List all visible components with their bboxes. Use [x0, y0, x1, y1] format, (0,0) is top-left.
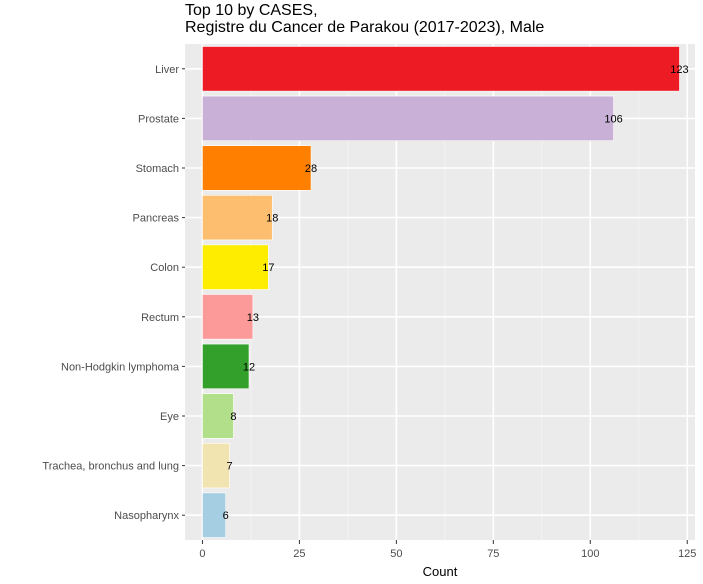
value-labels: 123 106 28 18 17 13 12 8 7 6: [223, 64, 689, 522]
value-label: 123: [670, 64, 688, 76]
x-tick-label: 125: [678, 548, 696, 560]
category-label: Stomach: [136, 163, 179, 175]
bars: [202, 46, 680, 538]
bar: [202, 442, 230, 489]
category-label: Nasopharynx: [114, 510, 179, 522]
category-label: Prostate: [138, 113, 179, 125]
value-label: 13: [247, 312, 259, 324]
x-tick-label: 0: [199, 548, 205, 560]
value-label: 18: [266, 213, 278, 225]
x-tick-label: 75: [487, 548, 499, 560]
chart-title-line2: Registre du Cancer de Parakou (2017-2023…: [185, 19, 545, 36]
x-tick-label: 50: [390, 548, 402, 560]
bar: [202, 244, 269, 290]
value-label: 6: [223, 510, 229, 522]
x-axis-ticks: 0 25 50 75 100 125: [199, 540, 696, 560]
value-label: 7: [227, 461, 233, 473]
x-tick-label: 100: [581, 548, 599, 560]
value-label: 12: [243, 361, 255, 373]
x-tick-label: 25: [293, 548, 305, 560]
bar: [202, 145, 312, 191]
bar: [202, 46, 680, 92]
value-label: 8: [230, 411, 236, 423]
bar: [202, 492, 227, 538]
bar: [202, 343, 250, 390]
category-label: Rectum: [141, 312, 179, 324]
category-label: Eye: [160, 411, 179, 423]
value-label: 17: [262, 262, 274, 274]
category-label: Non-Hodgkin lymphoma: [61, 361, 180, 373]
category-label: Trachea, bronchus and lung: [42, 461, 179, 473]
bar: [202, 194, 273, 241]
chart-title-line1: Top 10 by CASES,: [185, 2, 318, 19]
category-labels: Liver Prostate Stomach Pancreas Colon Rectum N…: [42, 64, 185, 522]
bar: [202, 393, 234, 439]
category-label: Liver: [155, 64, 179, 76]
value-label: 106: [604, 113, 622, 125]
value-label: 28: [305, 163, 317, 175]
bar: [202, 294, 254, 340]
category-label: Pancreas: [133, 213, 180, 225]
x-axis-title: Count: [423, 564, 458, 579]
category-label: Colon: [150, 262, 179, 274]
bar: [202, 95, 614, 142]
